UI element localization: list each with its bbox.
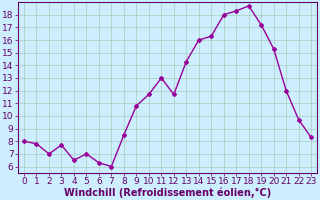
X-axis label: Windchill (Refroidissement éolien,°C): Windchill (Refroidissement éolien,°C) — [64, 187, 271, 198]
